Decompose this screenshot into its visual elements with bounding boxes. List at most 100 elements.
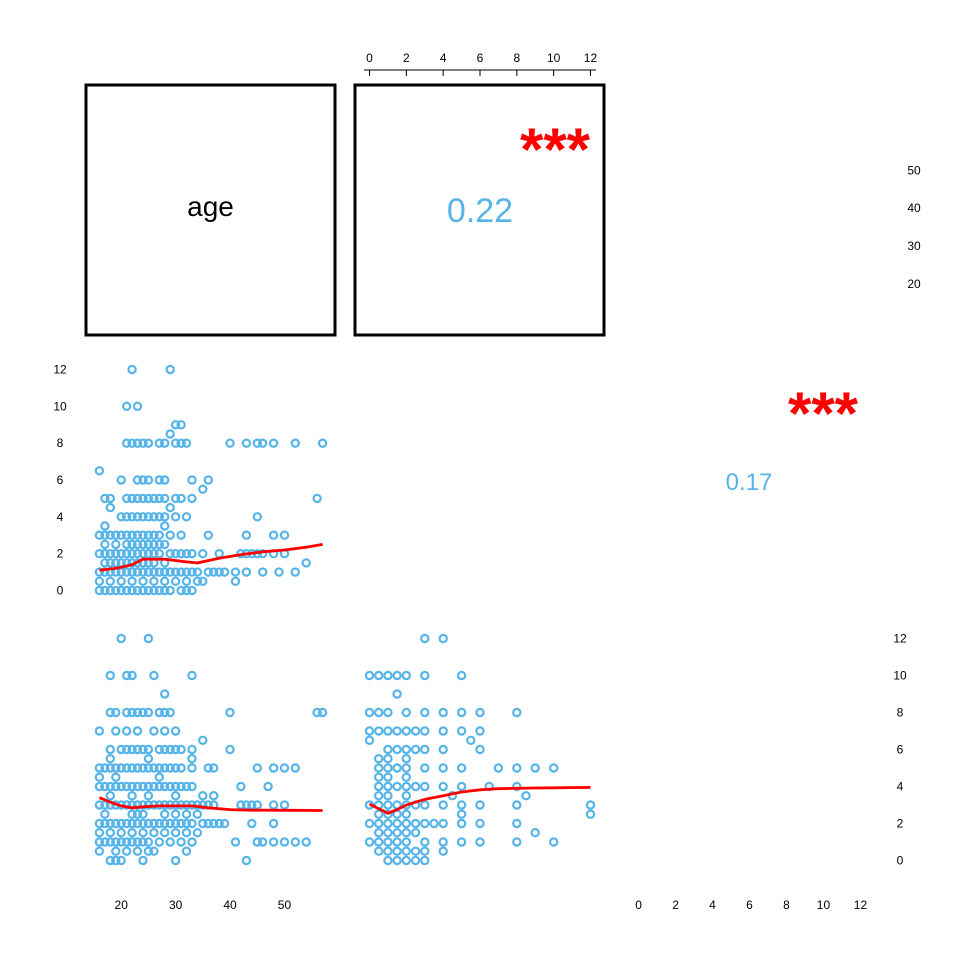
scatter-point bbox=[100, 809, 110, 819]
scatter-point bbox=[187, 744, 197, 755]
scatter-point bbox=[438, 818, 448, 829]
scatter-point bbox=[159, 689, 170, 699]
scatter-point bbox=[214, 818, 224, 829]
scatter-point bbox=[392, 726, 402, 736]
scatter-point bbox=[159, 809, 170, 819]
scatter-point bbox=[192, 828, 203, 838]
scatter-point bbox=[203, 475, 213, 485]
scatter-point bbox=[198, 818, 208, 829]
scatter-point bbox=[154, 744, 164, 755]
scatter-point bbox=[138, 837, 148, 847]
scatter-point bbox=[127, 585, 137, 596]
scatter-point bbox=[383, 772, 393, 782]
scatter-point bbox=[392, 763, 402, 773]
scatter-point bbox=[94, 549, 105, 559]
scatter-point bbox=[138, 763, 148, 773]
left-axis-row2: 0 2 4 6 8 10 12 bbox=[53, 363, 67, 598]
left-tick-label: 2 bbox=[57, 547, 64, 561]
scatter-point bbox=[456, 763, 467, 773]
corr-value-1-2: 0.22 bbox=[447, 192, 513, 230]
scatter-point bbox=[170, 576, 181, 587]
scatter-point bbox=[116, 781, 126, 792]
scatter-point bbox=[214, 567, 224, 577]
scatter-point bbox=[198, 800, 208, 810]
scatter-point bbox=[154, 475, 164, 485]
scatter-point bbox=[127, 438, 137, 448]
scatter-point bbox=[241, 855, 252, 866]
scatter-point bbox=[181, 567, 192, 577]
scatter-point bbox=[268, 837, 279, 847]
bottom-tick-label: 30 bbox=[169, 898, 183, 912]
scatter-point bbox=[116, 633, 126, 644]
scatter-point bbox=[279, 763, 290, 773]
scatter-point bbox=[149, 763, 159, 773]
scatter-point bbox=[100, 549, 110, 559]
scatter-point bbox=[159, 475, 170, 485]
scatter-point bbox=[317, 707, 328, 718]
scatter-point bbox=[187, 475, 197, 485]
scatter-point bbox=[252, 800, 262, 810]
scatter-point bbox=[181, 438, 192, 448]
top-axis-col2: 0 2 4 6 8 10 12 bbox=[364, 51, 597, 76]
right-tick-label: 0 bbox=[897, 853, 904, 867]
scatter-point bbox=[121, 539, 132, 550]
scatter-point bbox=[143, 818, 154, 829]
scatter-point bbox=[121, 512, 132, 522]
scatter-point bbox=[268, 800, 279, 810]
corr-panel-1-2 bbox=[353, 83, 606, 337]
scatter-point bbox=[170, 567, 181, 577]
bottom-tick-label: 10 bbox=[817, 898, 831, 912]
scatter-point bbox=[149, 818, 159, 829]
scatter-point bbox=[143, 438, 154, 448]
scatter-point bbox=[105, 781, 116, 792]
scatter-point bbox=[374, 670, 384, 681]
scatter-point bbox=[138, 576, 148, 587]
scatter-point bbox=[401, 763, 411, 773]
top-tick-label: 10 bbox=[547, 51, 561, 65]
scatter-point bbox=[132, 744, 143, 755]
scatter-point bbox=[438, 726, 448, 736]
scatter-point bbox=[219, 818, 230, 829]
scatter-point bbox=[116, 828, 126, 838]
scatter-point bbox=[392, 818, 402, 829]
scatter-point bbox=[154, 567, 164, 577]
scatter-point bbox=[192, 809, 203, 819]
scatter-point bbox=[383, 809, 393, 819]
scatter-point bbox=[456, 707, 467, 718]
scatter-point bbox=[438, 763, 448, 773]
scatter-point bbox=[392, 846, 402, 856]
scatter-point bbox=[121, 837, 132, 847]
scatter-point bbox=[268, 763, 279, 773]
scatter-point bbox=[154, 549, 164, 559]
scatter-point bbox=[138, 530, 148, 540]
scatter-point bbox=[143, 539, 154, 550]
scatter-point bbox=[258, 549, 268, 559]
scatter-point bbox=[105, 763, 116, 773]
scatter-point bbox=[374, 781, 384, 792]
scatter-point bbox=[420, 800, 430, 810]
scatter-point bbox=[312, 493, 322, 504]
scatter-point bbox=[116, 855, 126, 866]
scatter-point bbox=[401, 837, 411, 847]
scatter-point bbox=[127, 707, 137, 718]
scatter-point bbox=[374, 818, 384, 829]
scatter-point bbox=[154, 707, 164, 718]
scatter-point bbox=[132, 837, 143, 847]
scatter-point bbox=[383, 763, 393, 773]
scatter-point bbox=[121, 567, 132, 577]
scatter-point bbox=[401, 670, 411, 681]
scatter-point bbox=[170, 791, 181, 801]
scatter-point bbox=[170, 828, 181, 838]
scatter-point bbox=[121, 707, 132, 718]
scatter-point bbox=[317, 438, 328, 448]
scatter-point bbox=[383, 791, 393, 801]
right-axis-row1: 20 30 40 50 bbox=[907, 163, 921, 291]
right-tick-label: 2 bbox=[897, 816, 904, 830]
scatter-point bbox=[401, 791, 411, 801]
scatter-point bbox=[438, 781, 448, 792]
scatter-point bbox=[187, 763, 197, 773]
scatter-point bbox=[410, 855, 421, 866]
scatter-point bbox=[187, 670, 197, 681]
scatter-point bbox=[127, 539, 137, 550]
